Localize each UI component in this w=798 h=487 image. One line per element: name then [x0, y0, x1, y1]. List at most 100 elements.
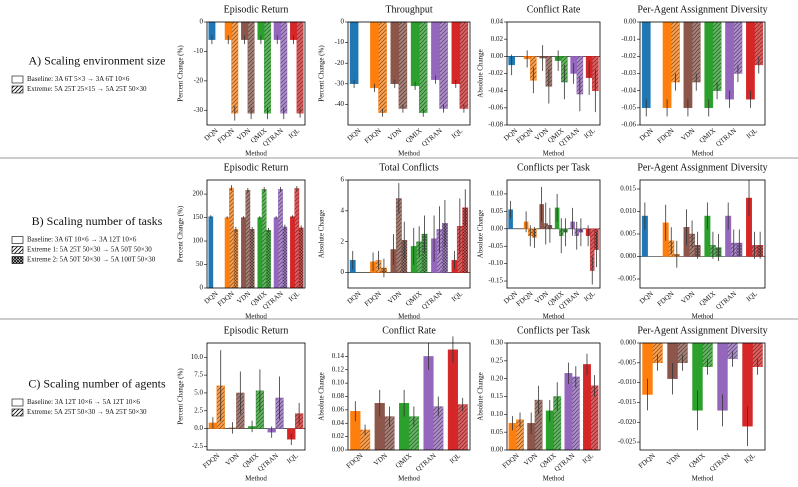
axes-frame [506, 21, 601, 126]
x-tick-label: QMIX [394, 452, 413, 470]
bar [423, 356, 434, 451]
axes-frame [347, 342, 471, 451]
bar [447, 349, 459, 451]
y-tick-label: -10 [335, 38, 345, 46]
bar [273, 217, 279, 289]
bar [704, 21, 714, 109]
bar [280, 21, 288, 114]
bar [247, 21, 255, 114]
chart-title: Conflict Rate [382, 325, 436, 336]
bar [671, 21, 680, 83]
bar [245, 190, 251, 289]
y-tick-label: 2.5 [194, 406, 203, 414]
bar [457, 404, 468, 451]
x-tick-label: QTRAN [420, 127, 444, 149]
y-tick-label: 0 [341, 18, 345, 26]
y-tick-label: 0.010 [620, 207, 636, 215]
x-tick-label: FDQN [656, 127, 676, 145]
x-tick-label: FDQN [201, 452, 221, 470]
y-tick-label: -0.08 [488, 121, 503, 129]
y-tick-label: -20 [335, 59, 345, 67]
y-tick-label: 0.10 [332, 379, 345, 387]
y-tick-label: 0.10 [491, 190, 504, 198]
chart-title: Total Conflicts [379, 162, 439, 173]
x-tick-label: FDQN [515, 127, 535, 145]
y-tick-label: -0.06 [488, 103, 503, 111]
legend-swatch [11, 75, 24, 84]
chart-title: Conflicts per Task [517, 325, 590, 336]
axes-frame [639, 179, 766, 289]
x-axis-label: Method [245, 475, 267, 483]
y-tick-label: -0.06 [621, 121, 636, 129]
y-tick-label: 200 [193, 190, 204, 198]
legend-label: Extreme 1: 5A 25T 50×30 → 5A 50T 50×30 [27, 246, 152, 254]
y-tick-label: 0.015 [620, 185, 636, 193]
bar [583, 364, 591, 451]
bar [294, 188, 300, 289]
y-tick-label: 10.0 [191, 353, 204, 361]
bar [418, 21, 428, 113]
x-axis-label: Method [692, 475, 714, 483]
bar [662, 21, 672, 109]
x-axis-label: Method [245, 313, 267, 321]
legend-label: Extreme 2: 5A 50T 50×30 → 5A 100T 50×30 [27, 256, 156, 264]
bar [249, 229, 255, 289]
y-tick-label: 0.0 [194, 424, 203, 432]
x-tick-label: FDQN [656, 290, 676, 308]
y-tick-label: 0.00 [491, 52, 504, 60]
legend-swatch [11, 85, 24, 94]
chart-title: Per-Agent Assignment Diversity [637, 325, 767, 336]
bar [439, 21, 448, 109]
y-tick-label: -0.15 [488, 277, 503, 285]
bar [746, 21, 755, 100]
bar [266, 230, 271, 289]
y-tick-label: -2.5 [192, 442, 204, 450]
bar [231, 21, 239, 114]
y-tick-label: 0.005 [620, 230, 636, 238]
y-tick-label: 0.20 [491, 374, 504, 382]
bar [712, 21, 722, 91]
x-tick-label: IQL [745, 290, 759, 304]
bar [370, 21, 379, 89]
x-tick-label: QTRAN [714, 127, 738, 149]
x-tick-label: VDN [522, 452, 539, 468]
bar [641, 21, 651, 109]
row-label: B) Scaling number of tasks [32, 214, 163, 228]
x-tick-label: IQL [581, 452, 595, 466]
x-axis-label: Method [398, 150, 420, 158]
axes-frame [639, 342, 766, 451]
row-label: C) Scaling number of agents [28, 376, 166, 390]
y-tick-label: 0.12 [332, 365, 345, 373]
chart-title: Conflict Rate [527, 4, 581, 15]
y-tick-label: 0.04 [491, 18, 504, 26]
legend-swatch [11, 236, 24, 244]
x-tick-label: FDQN [637, 452, 657, 470]
x-axis-label: Method [543, 475, 565, 483]
x-axis-label: Method [245, 150, 267, 158]
bar [691, 21, 701, 83]
y-tick-label: 6 [341, 176, 345, 184]
y-tick-label: 0.00 [491, 224, 504, 232]
axes-frame [206, 179, 306, 289]
bar [233, 229, 239, 289]
legend-swatch [11, 256, 24, 264]
x-axis-label: Method [692, 313, 714, 321]
x-tick-label: IQL [287, 290, 301, 304]
bar [257, 217, 263, 289]
bar [282, 226, 288, 289]
y-tick-label: 0 [341, 268, 345, 276]
y-tick-label: -0.05 [488, 242, 503, 250]
y-tick-label: 2 [341, 237, 345, 245]
x-tick-label: FDQN [515, 290, 535, 308]
y-tick-label: -0.020 [618, 418, 637, 426]
bar [290, 216, 295, 289]
x-axis-label: Method [398, 313, 420, 321]
y-tick-label: 0.10 [491, 410, 504, 418]
bar [571, 376, 580, 451]
x-tick-label: QTRAN [708, 452, 732, 474]
y-tick-label: -0.02 [621, 52, 636, 60]
y-tick-label: 5.0 [194, 389, 203, 397]
x-tick-label: VDN [665, 452, 682, 468]
x-tick-label: QTRAN [414, 452, 438, 474]
